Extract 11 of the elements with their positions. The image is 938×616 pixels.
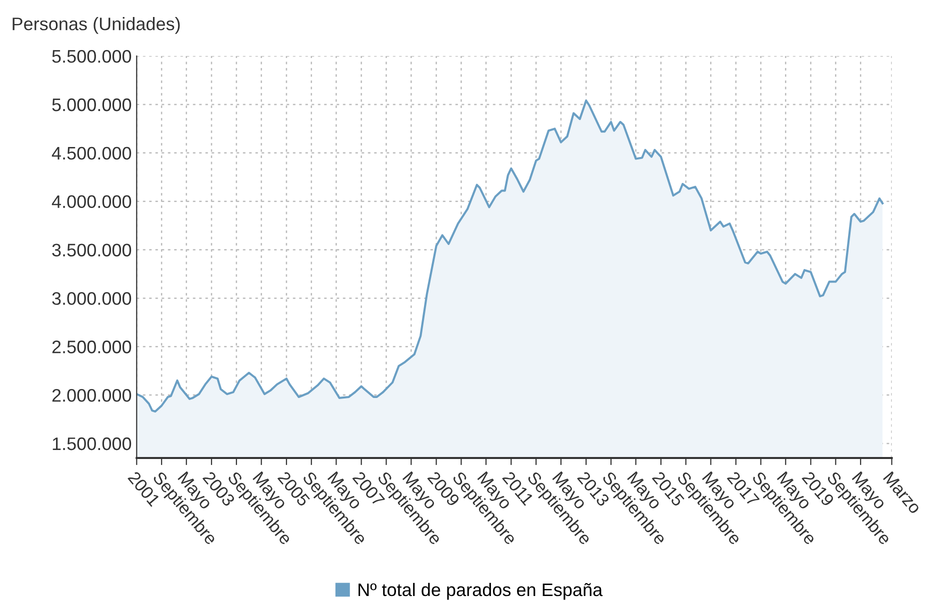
- legend-label: Nº total de parados en España: [358, 582, 603, 600]
- y-tick-label: 2.000.000: [52, 388, 132, 402]
- y-axis-title: Personas (Unidades): [12, 17, 180, 34]
- y-tick-label: 4.500.000: [52, 146, 132, 160]
- y-tick-label: 2.500.000: [52, 340, 132, 354]
- y-tick-label: 3.500.000: [52, 244, 132, 256]
- y-tick-label: 3.000.000: [52, 292, 132, 305]
- y-tick-label: 5.500.000: [52, 50, 132, 63]
- y-tick-label: 4.000.000: [52, 195, 132, 208]
- y-tick-label: 5.000.000: [52, 98, 132, 112]
- y-tick-label: 1.500.000: [52, 437, 132, 450]
